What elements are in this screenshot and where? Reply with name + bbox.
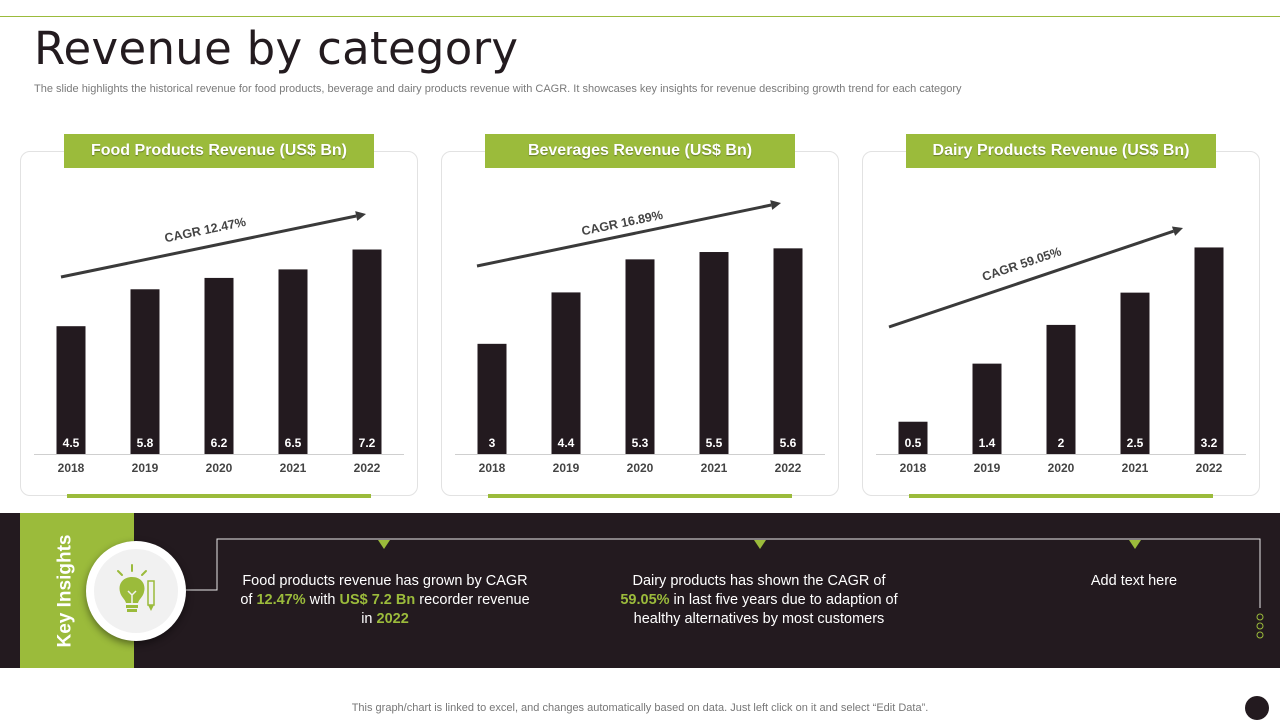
- bar-2022: [1194, 247, 1224, 454]
- x-tick-label: 2020: [627, 461, 654, 475]
- x-tick-label: 2019: [553, 461, 580, 475]
- bar-2022: [352, 249, 382, 454]
- insight-marker-3: [1129, 540, 1141, 549]
- x-tick-label: 2022: [1196, 461, 1223, 475]
- bar-2019: [551, 292, 581, 454]
- x-tick-label: 2022: [354, 461, 381, 475]
- bar-value-label: 3.2: [1201, 436, 1218, 450]
- x-tick-label: 2022: [775, 461, 802, 475]
- bar-value-label: 0.5: [905, 436, 922, 450]
- x-tick-label: 2018: [479, 461, 506, 475]
- chart-title-food: Food Products Revenue (US$ Bn): [64, 134, 374, 168]
- cagr-arrow-line: [476, 203, 772, 268]
- bar-value-label: 5.8: [137, 436, 154, 450]
- x-tick-label: 2019: [974, 461, 1001, 475]
- bar-2018: [56, 326, 86, 454]
- bar-value-label: 5.3: [632, 436, 649, 450]
- bar-2021: [699, 252, 729, 454]
- dairy-revenue-chart[interactable]: 0.5 2018 1.4 2019 2 2020 2.5 2021 3.2 2022 CAGR 59…: [862, 151, 1260, 496]
- bar-2020: [204, 277, 234, 454]
- bar-value-label: 6.5: [285, 436, 302, 450]
- bar-2018: [898, 421, 928, 454]
- cagr-arrow-head: [355, 211, 366, 221]
- cagr-label: CAGR 59.05%: [980, 244, 1063, 284]
- x-tick-label: 2018: [900, 461, 927, 475]
- food-revenue-chart[interactable]: 4.520185.820196.220206.520217.22022CAGR …: [20, 151, 418, 496]
- bar-value-label: 6.2: [211, 436, 228, 450]
- bar-value-label: 1.4: [979, 436, 996, 450]
- bar-2021: [1120, 292, 1150, 454]
- connector-dot-3: [1256, 631, 1264, 639]
- x-tick-label: 2019: [132, 461, 159, 475]
- x-tick-label: 2020: [1048, 461, 1075, 475]
- chart-title-dairy: Dairy Products Revenue (US$ Bn): [906, 134, 1216, 168]
- x-tick-label: 2018: [58, 461, 85, 475]
- bar-2022: [773, 248, 803, 454]
- card-underline-dairy: [909, 494, 1213, 498]
- insight-text-2: Dairy products has shown the CAGR of 59.…: [620, 573, 898, 627]
- connector-dot-2: [1256, 622, 1264, 630]
- bar-value-label: 2.5: [1127, 436, 1144, 450]
- insights-connector: [186, 538, 1264, 639]
- insight-text-3[interactable]: Add text here: [1090, 573, 1178, 589]
- card-underline-beverages: [488, 494, 792, 498]
- bar-value-label: 4.4: [558, 436, 575, 450]
- bar-2019: [972, 363, 1002, 454]
- x-tick-label: 2020: [206, 461, 233, 475]
- corner-dot: [1245, 696, 1269, 720]
- top-rule: [0, 16, 1280, 17]
- connector-line: [186, 538, 1261, 608]
- cagr-label: CAGR 16.89%: [580, 208, 664, 238]
- insight-text-1: Food products revenue has grown by CAGR …: [240, 573, 530, 627]
- cagr-arrow-head: [770, 200, 781, 210]
- bar-value-label: 4.5: [63, 436, 80, 450]
- bar-value-label: 5.6: [780, 436, 797, 450]
- cagr-arrow-line: [60, 214, 357, 279]
- footer-note: This graph/chart is linked to excel, and…: [351, 702, 929, 714]
- bar-value-label: 7.2: [359, 436, 376, 450]
- bar-2021: [278, 269, 308, 454]
- cagr-arrow-line: [888, 229, 1175, 329]
- bar-value-label: 3: [489, 436, 496, 450]
- beverages-revenue-chart[interactable]: 3 2018 4.4 2019 5.3 2020 5.5 2021 5.6 2022 CAGR 16…: [441, 151, 839, 496]
- x-tick-label: 2021: [701, 461, 728, 475]
- page-subtitle: The slide highlights the historical reve…: [34, 83, 962, 95]
- bar-value-label: 2: [1058, 436, 1065, 450]
- x-tick-label: 2021: [280, 461, 307, 475]
- page-title: Revenue by category: [34, 22, 519, 75]
- bar-2020: [625, 259, 655, 454]
- bar-2019: [130, 289, 160, 454]
- card-underline-food: [67, 494, 371, 498]
- cagr-arrow-head: [1171, 226, 1183, 236]
- chart-title-beverages: Beverages Revenue (US$ Bn): [485, 134, 795, 168]
- insight-marker-2: [754, 540, 766, 549]
- connector-dot-1: [1256, 613, 1264, 621]
- insight-marker-1: [378, 540, 390, 549]
- bar-2020: [1046, 324, 1076, 454]
- x-tick-label: 2021: [1122, 461, 1149, 475]
- bar-value-label: 5.5: [706, 436, 723, 450]
- bar-2018: [477, 343, 507, 454]
- lightbulb-pencil-icon: [117, 564, 155, 612]
